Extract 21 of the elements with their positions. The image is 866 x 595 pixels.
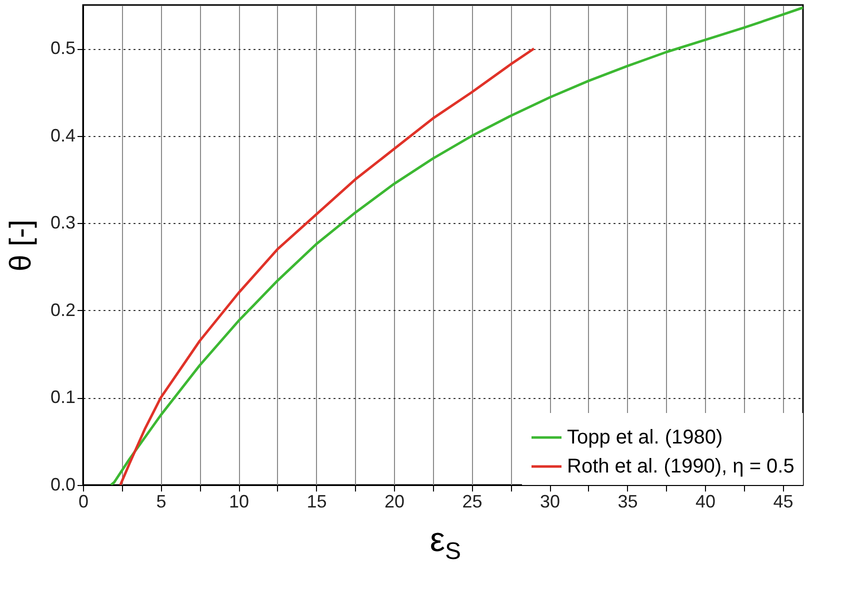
- y-tick-label: 0.1: [50, 387, 76, 408]
- x-tick-label: 15: [306, 492, 327, 512]
- x-tick-label: 40: [696, 492, 716, 512]
- x-tick-label: 45: [773, 492, 794, 512]
- x-tick-label: 0: [78, 492, 89, 512]
- y-axis-title: θ [-]: [4, 220, 38, 272]
- x-tick-label: 35: [618, 492, 638, 512]
- x-tick-label: 25: [462, 492, 482, 512]
- y-tick-label: 0.3: [50, 212, 76, 233]
- y-tick-label: 0.5: [50, 38, 76, 58]
- legend-label: Topp et al. (1980): [567, 426, 723, 448]
- line-series: [110, 6, 803, 485]
- y-tick-label: 0.0: [50, 474, 76, 494]
- legend-label: Roth et al. (1990), η = 0.5: [567, 456, 794, 478]
- y-tick-label: 0.2: [50, 300, 76, 320]
- y-tick-label: 0.4: [50, 125, 76, 146]
- x-tick-label: 20: [384, 492, 405, 512]
- x-tick-label: 5: [156, 492, 166, 512]
- line-series: [119, 47, 536, 485]
- x-tick-label: 10: [228, 492, 250, 512]
- x-tick-label: 30: [540, 492, 560, 512]
